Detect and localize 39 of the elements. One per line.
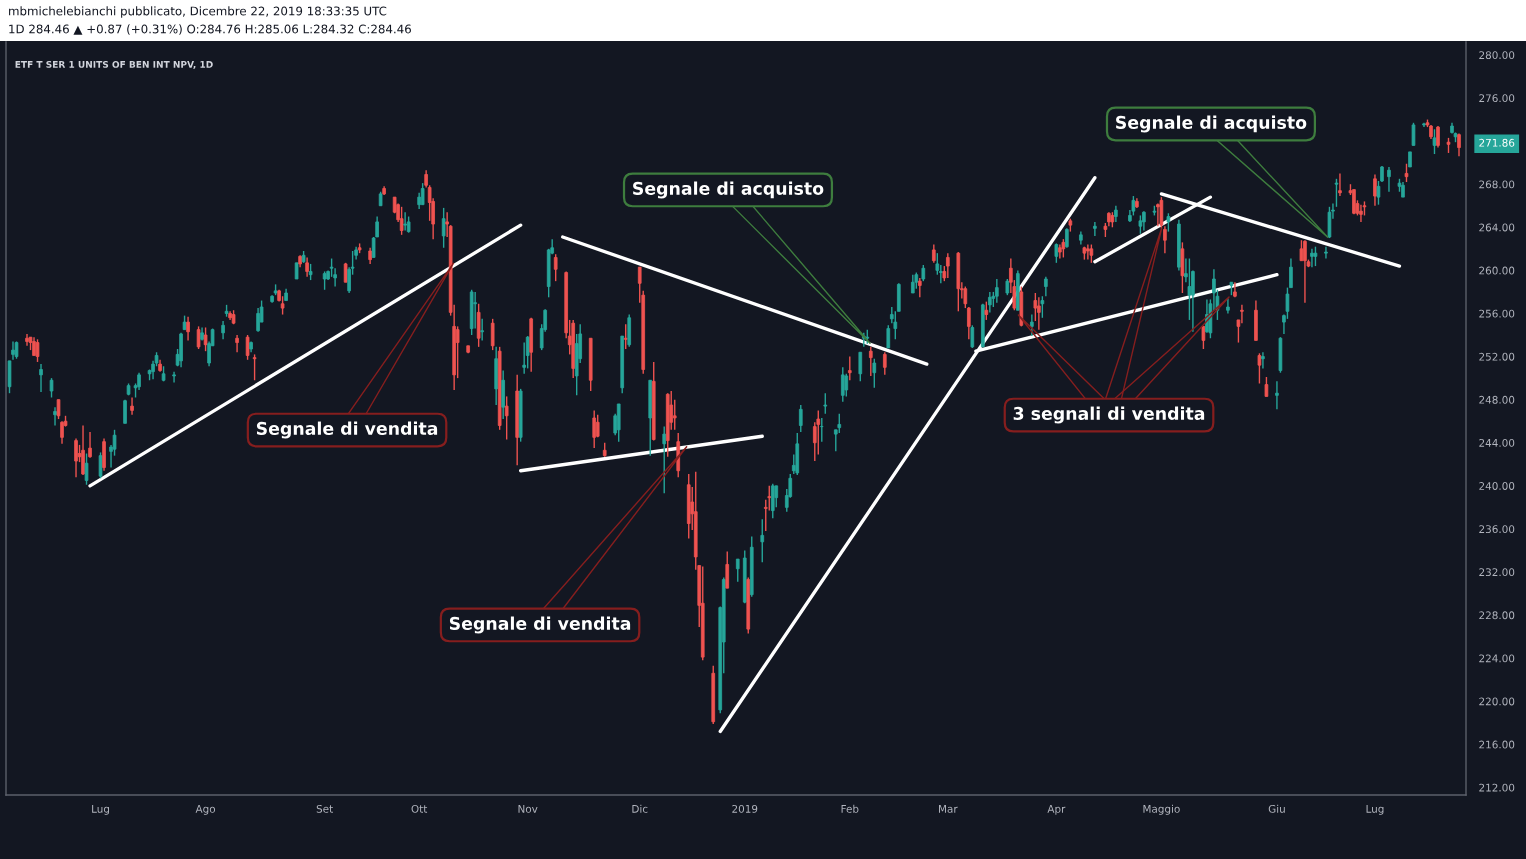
y-tick-label: 271.86 (1479, 138, 1515, 147)
y-tick-label: 240.00 (1479, 482, 1515, 490)
text: ETF T SER 1 UNITS OF BEN INT NPV, 1D (15, 60, 213, 69)
y-tick-label: 224.00 (1479, 654, 1515, 663)
x-tick-label: Lug (92, 805, 109, 815)
text: mbmichelebianchi pubblicato, Dicembre 22, 2019 18:33:35 UTC (9, 6, 387, 18)
y-tick-label: 212.00 (1479, 783, 1515, 792)
text: 1D 284.46 ▲ +0.87 (+0.31%) O:284.76 H:285.06 L:284.32 C:284.46 (9, 24, 411, 35)
x-tick-label: Ott (411, 804, 428, 813)
y-tick-label: 236.00 (1479, 525, 1515, 534)
y-tick-label: 280.00 (1479, 51, 1515, 60)
y-tick-label: 220.00 (1479, 697, 1515, 706)
x-tick-label: Feb (841, 804, 859, 813)
y-tick-label: 256.00 (1479, 309, 1515, 318)
x-tick-label: Giu (1268, 804, 1285, 813)
y-tick-label: 252.00 (1479, 352, 1515, 361)
annotation: 3 segnali di vendita (1013, 406, 1205, 424)
x-tick-label: Maggio (1143, 804, 1180, 815)
x-tick-label: Set (316, 804, 333, 813)
y-tick-label: 228.00 (1479, 611, 1515, 620)
x-tick-label: Mar (939, 805, 958, 813)
y-tick-label: 268.00 (1479, 180, 1515, 189)
y-tick-label: 264.00 (1479, 223, 1515, 232)
annotation: Segnale di vendita (256, 421, 438, 439)
x-tick-label: Apr (1047, 805, 1066, 815)
x-tick-label: 2019 (732, 804, 758, 813)
y-tick-label: 260.00 (1479, 266, 1515, 275)
y-tick-label: 244.00 (1479, 438, 1515, 447)
x-tick-label: Nov (518, 805, 538, 813)
y-tick-label: 232.00 (1479, 568, 1515, 577)
x-tick-label: Lug (1366, 805, 1384, 815)
x-tick-label: Ago (195, 805, 216, 815)
y-tick-label: 216.00 (1479, 740, 1515, 749)
annotation: Segnale di vendita (449, 616, 631, 634)
annotation: Segnale di acquisto (633, 181, 824, 199)
y-tick-label: 276.00 (1479, 94, 1515, 103)
y-tick-label: 248.00 (1479, 395, 1515, 404)
x-tick-label: Dic (632, 804, 648, 813)
annotation: Segnale di acquisto (1116, 115, 1307, 133)
